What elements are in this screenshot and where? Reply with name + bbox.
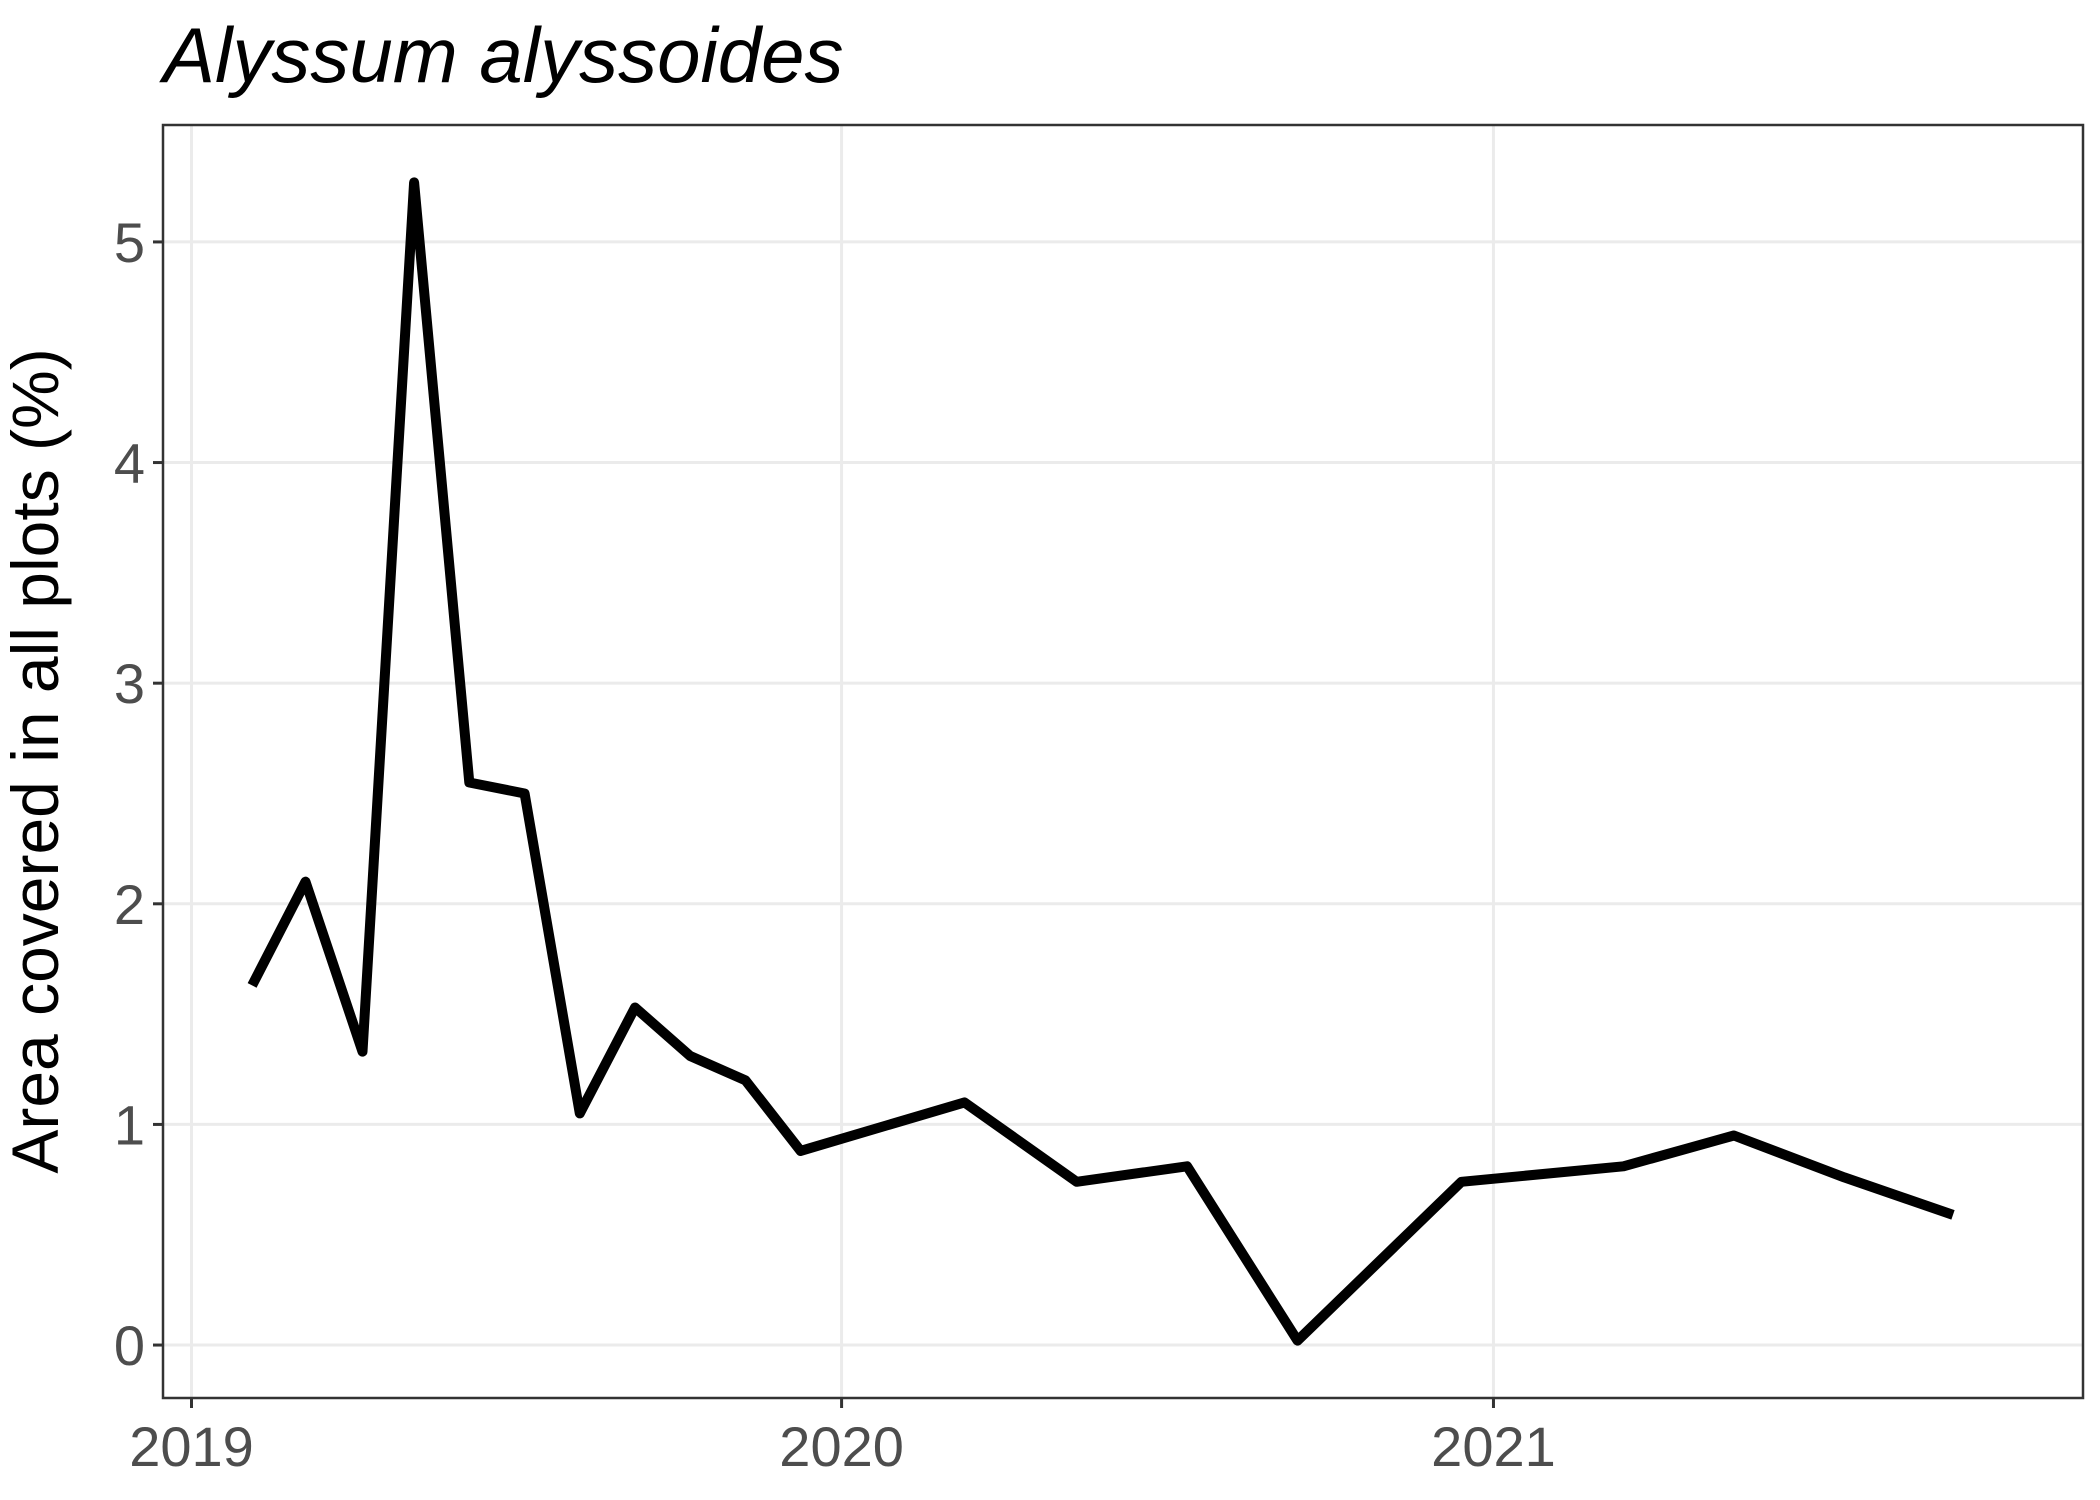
y-tick-label: 4 (114, 432, 145, 495)
y-tick-label: 1 (114, 1093, 145, 1156)
y-tick-label: 3 (114, 652, 145, 715)
chart-title: Alyssum alyssoides (159, 11, 844, 99)
y-tick-label: 0 (114, 1314, 145, 1377)
x-tick-label: 2019 (129, 1415, 254, 1478)
axis-ticks: 0 1 2 3 4 5 2019 2020 2021 (114, 211, 1556, 1478)
x-tick-label: 2020 (779, 1415, 904, 1478)
x-tick-label: 2021 (1431, 1415, 1556, 1478)
series-layer (247, 177, 1955, 1346)
series-line (247, 177, 1955, 1346)
plot-panel-border (161, 123, 2085, 1400)
y-tick-label: 2 (114, 873, 145, 936)
y-tick-label: 5 (114, 211, 145, 274)
y-axis-label: Area covered in all plots (%) (0, 348, 72, 1173)
grid-lines (163, 125, 2083, 1398)
